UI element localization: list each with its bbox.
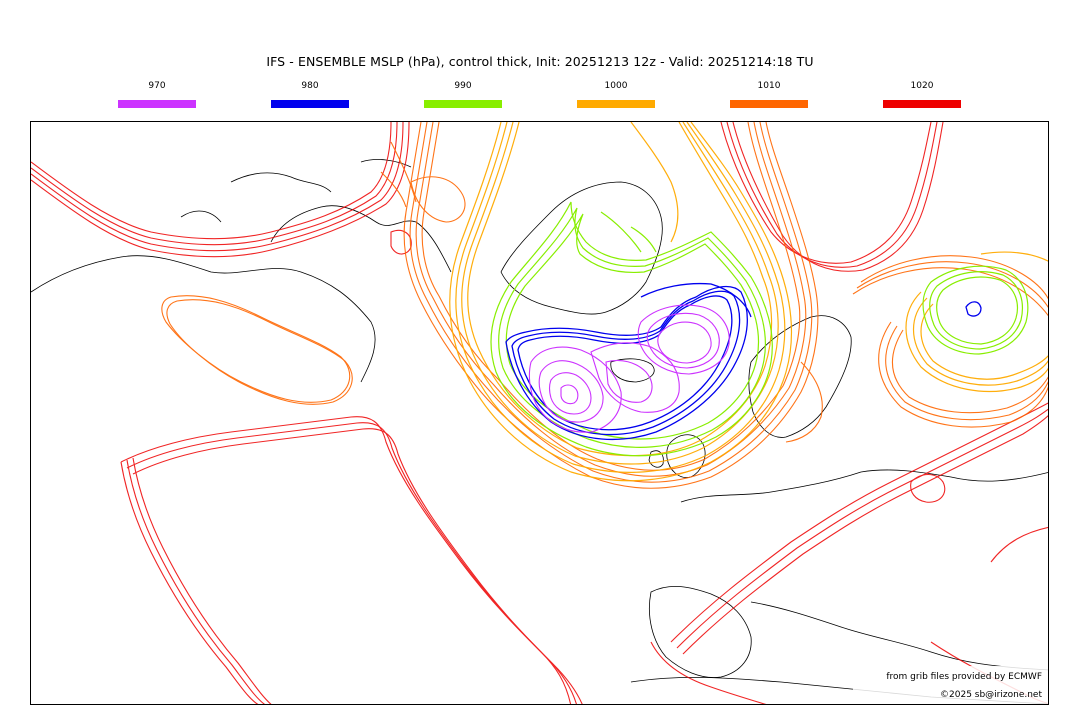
legend-label: 980 [301, 81, 319, 91]
coastline-british-isles [648, 434, 706, 478]
legend-label: 1020 [910, 81, 934, 91]
isobars-970 [528, 304, 730, 433]
legend-item-970: 970 [118, 80, 196, 108]
legend-swatch [883, 100, 961, 108]
map-title: IFS - ENSEMBLE MSLP (hPa), control thick… [266, 54, 814, 69]
legend-swatch [271, 100, 349, 108]
legend-item-990: 990 [424, 80, 502, 108]
map-panel: from grib files provided by ECMWF ©2025 … [30, 121, 1049, 705]
legend-item-980: 980 [271, 80, 349, 108]
copyright-credit: ©2025 sb@irizone.net [940, 690, 1042, 700]
credit-backdrop [853, 666, 1048, 704]
legend-label: 1000 [604, 81, 628, 91]
isobars-1010 [161, 122, 1048, 489]
legend-label: 990 [454, 81, 472, 91]
coastline-europe [648, 469, 1048, 678]
legend-item-1010: 1010 [730, 80, 808, 108]
map-svg [31, 122, 1048, 704]
legend-item-1000: 1000 [577, 80, 655, 108]
legend-swatch [424, 100, 502, 108]
coastline-north-america [31, 205, 452, 383]
legend-label: 1010 [757, 81, 781, 91]
coastline-arctic-islands [180, 159, 412, 223]
coastline-iceland [610, 358, 655, 383]
legend-swatch [118, 100, 196, 108]
isobars-990 [490, 201, 1029, 457]
coastline-scandinavia [748, 315, 852, 438]
coastline-mediterranean [750, 601, 1048, 671]
source-credit: from grib files provided by ECMWF [886, 672, 1042, 682]
coastline-greenland [500, 181, 663, 315]
isobars-1020 [31, 122, 1048, 704]
legend-label: 970 [148, 81, 166, 91]
legend-swatch [730, 100, 808, 108]
isobars-980 [505, 282, 982, 440]
isobars-1000 [449, 122, 1048, 482]
legend-swatch [577, 100, 655, 108]
legend-item-1020: 1020 [883, 80, 961, 108]
